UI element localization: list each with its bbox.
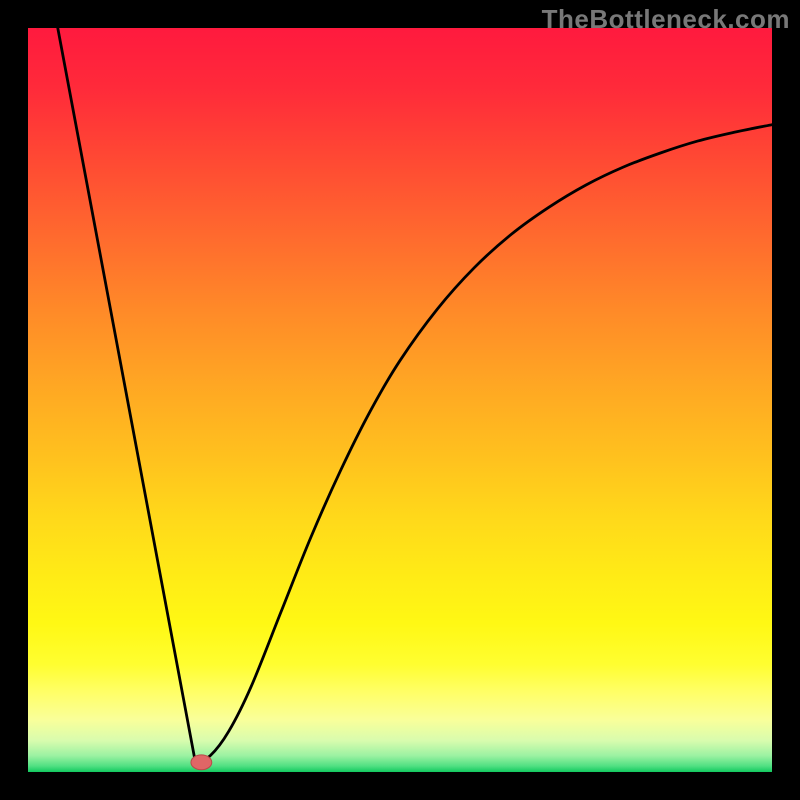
bottleneck-plot	[28, 28, 772, 772]
watermark-text: TheBottleneck.com	[542, 4, 790, 35]
gradient-background	[28, 28, 772, 772]
chart-frame: TheBottleneck.com	[0, 0, 800, 800]
optimal-point-marker	[191, 755, 212, 770]
